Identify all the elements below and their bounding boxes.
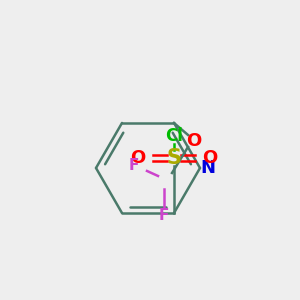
- Text: O: O: [186, 132, 202, 150]
- Text: S: S: [167, 148, 182, 168]
- Text: N: N: [200, 159, 215, 177]
- Text: F: F: [129, 158, 139, 173]
- Text: O: O: [202, 149, 217, 167]
- Text: F: F: [159, 208, 169, 224]
- Text: O: O: [130, 149, 146, 167]
- Text: Cl: Cl: [165, 127, 183, 145]
